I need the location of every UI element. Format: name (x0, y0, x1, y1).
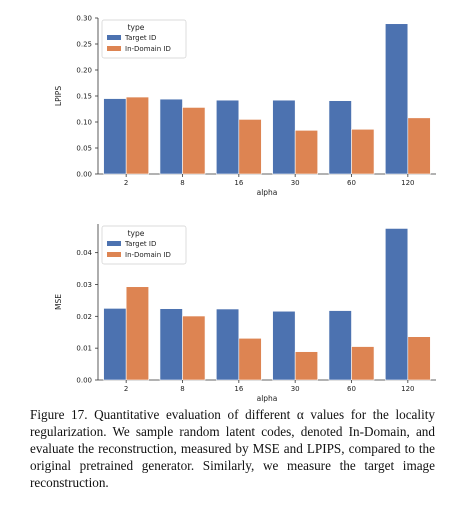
bar-in-domain-id-60 (351, 128, 375, 175)
bar-in-domain-id-30 (294, 351, 318, 381)
bar-in-domain-id-120 (407, 117, 431, 175)
y-tick-label: 0.00 (76, 171, 92, 179)
x-tick-label: 16 (234, 179, 243, 187)
legend-label: Target ID (124, 34, 156, 42)
y-tick-label: 0.00 (76, 377, 92, 385)
y-tick-label: 0.15 (76, 93, 92, 101)
y-tick-label: 0.03 (76, 281, 92, 289)
bar-target-id-16 (216, 99, 240, 175)
bar-in-domain-id-60 (351, 346, 375, 381)
bar-in-domain-id-8 (182, 315, 206, 381)
bar-target-id-16 (216, 308, 240, 381)
x-tick-label: 2 (124, 385, 128, 393)
bar-in-domain-id-2 (125, 286, 149, 381)
figure-caption: Figure 17. Quantitative evaluation of di… (30, 407, 435, 490)
x-axis-label: alpha (257, 394, 278, 403)
legend-swatch (107, 46, 121, 51)
x-tick-label: 2 (124, 179, 128, 187)
legend-title: type (128, 229, 145, 238)
x-axis-label: alpha (257, 188, 278, 197)
bar-in-domain-id-16 (238, 337, 262, 381)
x-tick-label: 30 (291, 385, 300, 393)
bar-in-domain-id-2 (125, 96, 149, 175)
x-tick-label: 8 (180, 179, 184, 187)
legend-label: Target ID (124, 240, 156, 248)
bar-target-id-120 (384, 23, 409, 175)
legend-box (101, 19, 187, 59)
x-tick-label: 30 (291, 179, 300, 187)
x-tick-label: 120 (401, 179, 414, 187)
bar-in-domain-id-8 (182, 107, 206, 175)
bar-target-id-60 (328, 310, 352, 381)
bar-target-id-8 (159, 98, 183, 175)
y-axis-label: MSE (54, 294, 63, 310)
lpips-bar-chart: 0.00 0.05 0.10 0.15 0.20 0.25 0.30 2 8 16 30 60 120 a… (54, 15, 436, 197)
legend-swatch (107, 241, 121, 246)
bar-target-id-120 (384, 228, 409, 381)
bar-in-domain-id-120 (407, 336, 431, 381)
y-tick-label: 0.05 (76, 145, 92, 153)
legend-box (101, 225, 187, 265)
legend-swatch (107, 35, 121, 40)
y-tick-label: 0.01 (76, 345, 92, 353)
y-tick-label: 0.02 (76, 313, 92, 321)
legend-swatch (107, 252, 121, 257)
x-tick-label: 60 (347, 179, 356, 187)
y-tick-label: 0.25 (76, 41, 92, 49)
mse-bar-chart: 0.00 0.01 0.02 0.03 0.04 2 8 16 30 60 120 alpha MSE t… (54, 224, 436, 403)
bar-in-domain-id-30 (294, 130, 318, 175)
bar-target-id-30 (272, 99, 296, 175)
x-tick-label: 16 (234, 385, 243, 393)
bar-in-domain-id-16 (238, 119, 262, 175)
x-tick-label: 120 (401, 385, 414, 393)
bar-target-id-60 (328, 100, 352, 175)
legend-label: In-Domain ID (125, 45, 171, 53)
x-tick-label: 8 (180, 385, 184, 393)
y-tick-label: 0.30 (76, 15, 92, 23)
x-tick-label: 60 (347, 385, 356, 393)
bar-target-id-2 (103, 98, 127, 175)
y-tick-label: 0.04 (76, 249, 92, 257)
y-tick-label: 0.20 (76, 67, 92, 75)
legend-title: type (128, 23, 145, 32)
legend-label: In-Domain ID (125, 251, 171, 259)
bar-target-id-30 (272, 310, 296, 381)
y-tick-label: 0.10 (76, 119, 92, 127)
bar-target-id-2 (103, 308, 127, 381)
bar-target-id-8 (159, 308, 183, 381)
y-axis-label: LPIPS (54, 86, 63, 106)
